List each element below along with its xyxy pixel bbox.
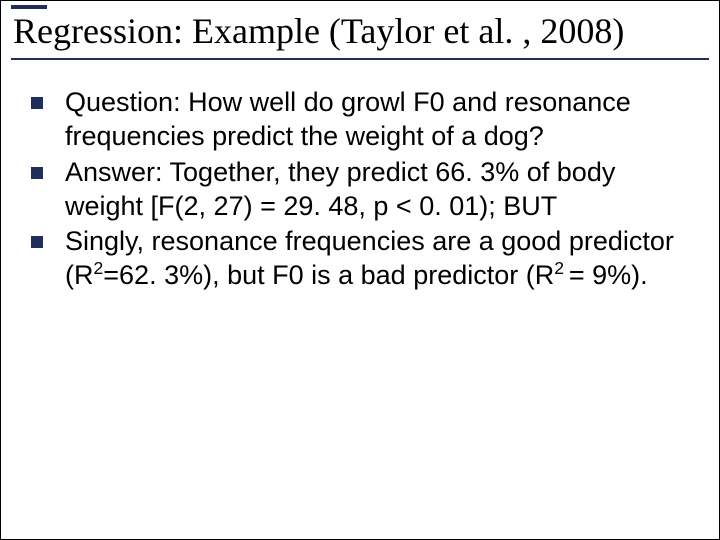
superscript: 2: [94, 258, 104, 278]
content-area: Question: How well do growl F0 and reson…: [11, 86, 709, 293]
text-fragment: =62. 3%), but F0 is a bad predictor (R: [103, 260, 554, 290]
square-bullet-icon: [31, 236, 43, 248]
square-bullet-icon: [31, 167, 43, 179]
bullet-text: Answer: Together, they predict 66. 3% of…: [65, 156, 695, 224]
list-item: Answer: Together, they predict 66. 3% of…: [31, 156, 695, 224]
bullet-text: Singly, resonance frequencies are a good…: [65, 225, 695, 293]
square-bullet-icon: [31, 97, 43, 109]
title-box: Regression: Example (Taylor et al. , 200…: [11, 9, 709, 60]
slide-container: Regression: Example (Taylor et al. , 200…: [0, 0, 720, 540]
text-fragment: = 9%).: [569, 260, 648, 290]
slide-title: Regression: Example (Taylor et al. , 200…: [13, 11, 709, 52]
list-item: Singly, resonance frequencies are a good…: [31, 225, 695, 293]
bullet-text: Question: How well do growl F0 and reson…: [65, 86, 695, 154]
superscript: 2: [554, 258, 569, 278]
list-item: Question: How well do growl F0 and reson…: [31, 86, 695, 154]
